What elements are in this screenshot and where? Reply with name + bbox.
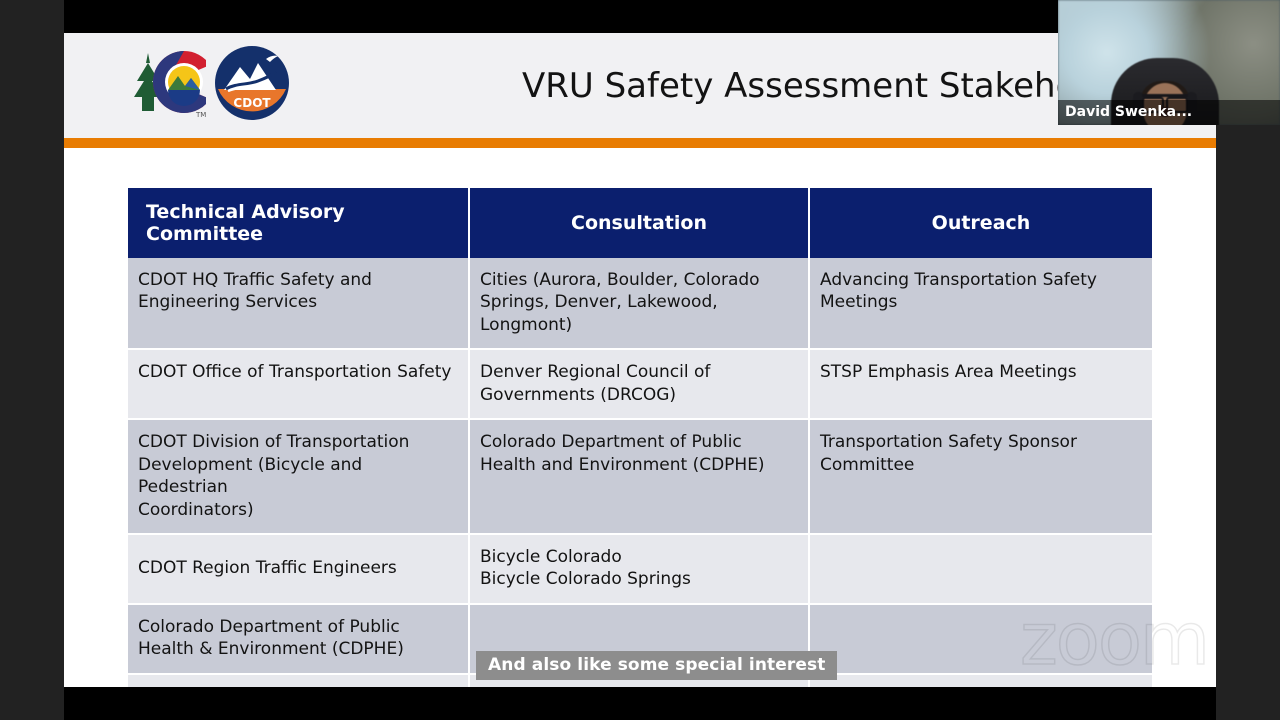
letterbox-top [64, 0, 1216, 33]
cell-consultation-4: Bicycle Colorado Bicycle Colorado Spring… [470, 534, 810, 605]
table-header-row: Technical Advisory Committee Consultatio… [128, 188, 1152, 258]
cell-line: Cities (Aurora, Boulder, Colorado [480, 270, 760, 290]
participant-name-label: David Swenka... [1058, 100, 1280, 125]
cell-line: Colorado Department of Public [480, 432, 742, 453]
cell-consultation-3: Colorado Department of Public Health and… [470, 420, 810, 535]
table-row: CDOT HQ Traffic Safety and Engineering S… [128, 258, 1152, 351]
zoom-watermark: zoom [1019, 596, 1211, 682]
table-row: CDOT Region Traffic Engineers Bicycle Co… [128, 534, 1152, 605]
cell-outreach-1: Advancing Transportation Safety Meetings [810, 258, 1152, 351]
table-row: CDOT Office of Transportation Safety Den… [128, 350, 1152, 421]
cell-line: Health and Environment (CDPHE) [480, 454, 765, 475]
live-caption: And also like some special interest [476, 651, 838, 680]
cell-outreach-5 [810, 604, 1152, 675]
cell-line: Health & Environment (CDPHE) [138, 639, 404, 660]
cell-outreach-6 [810, 674, 1152, 687]
cell-tac-6: FHWA [128, 674, 470, 688]
cell-tac-3: CDOT Division of Transportation Developm… [128, 420, 470, 535]
cell-line: Committee [820, 454, 915, 475]
table-row: Colorado Department of Public Health & E… [128, 604, 1152, 675]
participant-video-tile[interactable]: David Swenka... [1058, 0, 1280, 125]
column-header-technical-advisory-committee: Technical Advisory Committee [128, 188, 470, 258]
slide-header: TM CDOT VRU Safety Assessment Stakeho [64, 33, 1216, 138]
cell-tac-1: CDOT HQ Traffic Safety and Engineering S… [128, 258, 470, 351]
table-row: FHWA [128, 674, 1152, 688]
letterbox-left [0, 0, 64, 720]
header-accent-rule [64, 138, 1216, 148]
cell-outreach-4 [810, 534, 1152, 605]
column-header-outreach: Outreach [810, 188, 1152, 258]
cell-tac-4: CDOT Region Traffic Engineers [128, 534, 470, 605]
cell-line: Development (Bicycle and Pedestrian [138, 454, 363, 498]
logo-group: TM CDOT [128, 45, 290, 121]
letterbox-bottom [64, 687, 1216, 720]
cell-line: STSP Emphasis Area Meetings [820, 362, 1077, 383]
cell-line: CDOT Office of Transportation Safety [138, 362, 452, 383]
cell-line: Engineering Services [138, 292, 318, 313]
cell-consultation-2: Denver Regional Council of Governments (… [470, 350, 810, 421]
cell-outreach-2: STSP Emphasis Area Meetings [810, 350, 1152, 421]
cell-line: CDOT Division of Transportation [138, 432, 410, 453]
page-title: VRU Safety Assessment Stakeho [522, 66, 1077, 106]
stakeholder-table: Technical Advisory Committee Consultatio… [128, 188, 1152, 687]
cell-line: Meetings [820, 292, 898, 313]
cell-line: Bicycle Colorado [480, 546, 622, 567]
colorado-state-logo: TM [134, 50, 206, 119]
cell-consultation-1: Cities (Aurora, Boulder, Colorado Spring… [470, 258, 810, 351]
cell-line: CDOT Region Traffic Engineers [138, 558, 397, 579]
presentation-slide: TM CDOT VRU Safety Assessment Stakeho [64, 33, 1216, 687]
cell-line: Colorado Department of Public [138, 616, 400, 637]
svg-text:CDOT: CDOT [233, 96, 271, 110]
cell-tac-5: Colorado Department of Public Health & E… [128, 604, 470, 675]
cell-line: Bicycle Colorado Springs [480, 569, 691, 590]
cdot-logo: CDOT [215, 46, 289, 120]
cell-line: FHWA [138, 686, 456, 688]
cell-line: Denver Regional Council of [480, 362, 711, 383]
cell-line: Longmont) [480, 314, 573, 335]
column-header-consultation: Consultation [470, 188, 810, 258]
cell-line: Governments (DRCOG) [480, 384, 677, 405]
cell-line: CDOT HQ Traffic Safety and [138, 270, 372, 290]
cell-outreach-3: Transportation Safety Sponsor Committee [810, 420, 1152, 535]
table-row: CDOT Division of Transportation Developm… [128, 420, 1152, 535]
cell-line: Transportation Safety Sponsor [820, 432, 1077, 453]
cell-line: Coordinators) [138, 499, 254, 520]
svg-text:TM: TM [195, 111, 206, 119]
cell-tac-2: CDOT Office of Transportation Safety [128, 350, 470, 421]
cell-line: Advancing Transportation Safety [820, 270, 1097, 290]
cell-line: Springs, Denver, Lakewood, [480, 292, 718, 313]
